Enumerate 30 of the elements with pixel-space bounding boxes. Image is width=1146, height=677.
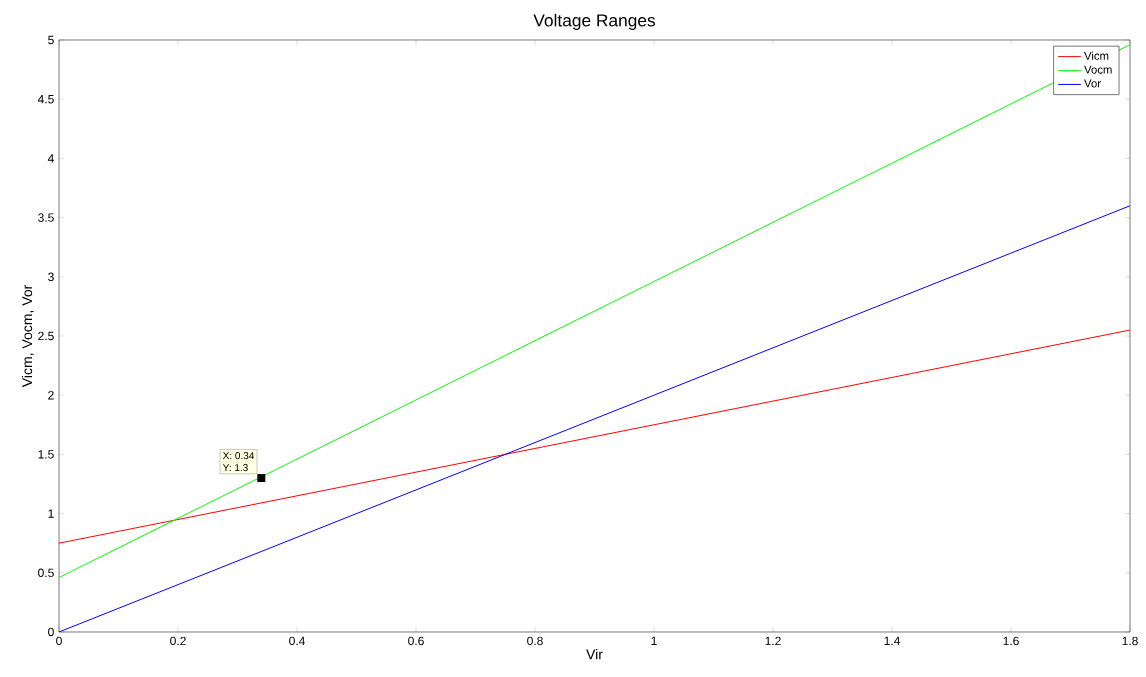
y-tick-label: 3.5 [38, 213, 54, 222]
x-tick-label: 0 [56, 636, 62, 646]
annotation: X: 0.34 [222, 452, 255, 460]
legend-label: Vicm [1084, 51, 1109, 60]
y-tick-label: 4.5 [37, 95, 54, 104]
x-tick-label: 1.6 [1003, 636, 1019, 646]
y-tick-label: 4 [47, 154, 54, 163]
x-tick-label: 0.4 [289, 636, 305, 646]
chart-title: Voltage Ranges [533, 13, 656, 30]
y-tick-label: 5 [48, 35, 54, 45]
x-tick-label: 0.2 [170, 636, 186, 646]
y-tick-label: 3 [48, 272, 54, 282]
y-tick-label: 0.5 [38, 568, 54, 578]
line-series [59, 329, 1130, 544]
x-tick-label: 1.4 [884, 636, 900, 645]
legend-label: Vocm [1084, 65, 1112, 74]
x-tick-label: 1 [651, 636, 657, 645]
annotation: Y: 1.3 [222, 464, 248, 472]
x-tick-label: 0.8 [527, 636, 543, 646]
x-tick-label: 1.8 [1122, 636, 1138, 646]
y-tick-label: 2 [48, 390, 54, 400]
x-tick-label: 0.6 [408, 636, 424, 646]
y-tick-label: 0 [48, 627, 54, 637]
x-axis-title: Vir [586, 649, 603, 660]
legend-label: Vor [1084, 79, 1101, 88]
y-tick-label: 2.5 [38, 331, 54, 341]
x-tick-label: 1.2 [765, 636, 781, 646]
y-tick-label: 1 [48, 509, 54, 518]
y-axis-title: Vicm, Vocm, Vor [21, 284, 34, 388]
y-tick-label: 1.5 [38, 450, 54, 459]
